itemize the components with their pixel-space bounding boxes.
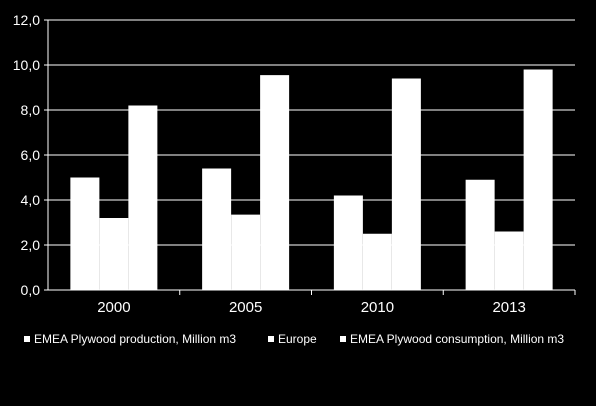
legend-swatch-europe [268, 336, 274, 342]
y-tick-label-5: 10,0 [13, 57, 40, 73]
bar-2010-series-1 [362, 233, 392, 290]
legend-label-production: EMEA Plywood production, Million m3 [34, 332, 237, 346]
legend-item-europe: Europe [268, 332, 317, 346]
bar-2010-series-0 [333, 195, 363, 290]
y-tick-label-3: 6,0 [21, 147, 41, 163]
bar-2005-series-0 [202, 168, 232, 290]
y-tick-label-2: 4,0 [21, 192, 41, 208]
axes [47, 20, 575, 291]
legend-swatch-consumption [340, 336, 346, 342]
legend-swatch-production [24, 336, 30, 342]
bar-2005-series-1 [231, 214, 261, 290]
bar-2013-series-0 [465, 179, 495, 290]
legend-item-production: EMEA Plywood production, Million m3 [24, 332, 236, 346]
legend: EMEA Plywood production, Million m3 Euro… [0, 332, 596, 354]
bars [70, 69, 553, 290]
legend-label-consumption: EMEA Plywood consumption, Million m3 [350, 332, 565, 346]
y-tick-label-0: 0,0 [21, 282, 41, 298]
x-tick-label-2005: 2005 [229, 299, 262, 316]
legend-label-europe: Europe [278, 332, 317, 346]
bar-2000-series-2 [128, 105, 158, 290]
bar-2000-series-0 [70, 177, 100, 290]
y-tick-label-4: 8,0 [21, 102, 41, 118]
bar-2013-series-2 [523, 69, 553, 290]
x-tick-label-2013: 2013 [492, 299, 525, 316]
bar-2013-series-1 [494, 231, 524, 290]
bar-2010-series-2 [391, 78, 421, 290]
bar-2005-series-2 [260, 75, 290, 290]
y-tick-label-1: 2,0 [21, 237, 41, 253]
y-tick-label-6: 12,0 [13, 12, 40, 28]
x-tick-label-2010: 2010 [361, 299, 394, 316]
bar-2000-series-1 [99, 218, 129, 290]
y-tick-labels: 0,0 2,0 4,0 6,0 8,0 10,0 12,0 [13, 12, 40, 298]
x-tick-labels: 2000 2005 2010 2013 [97, 299, 526, 316]
x-tick-label-2000: 2000 [97, 299, 130, 316]
legend-item-consumption: EMEA Plywood consumption, Million m3 [340, 332, 564, 346]
